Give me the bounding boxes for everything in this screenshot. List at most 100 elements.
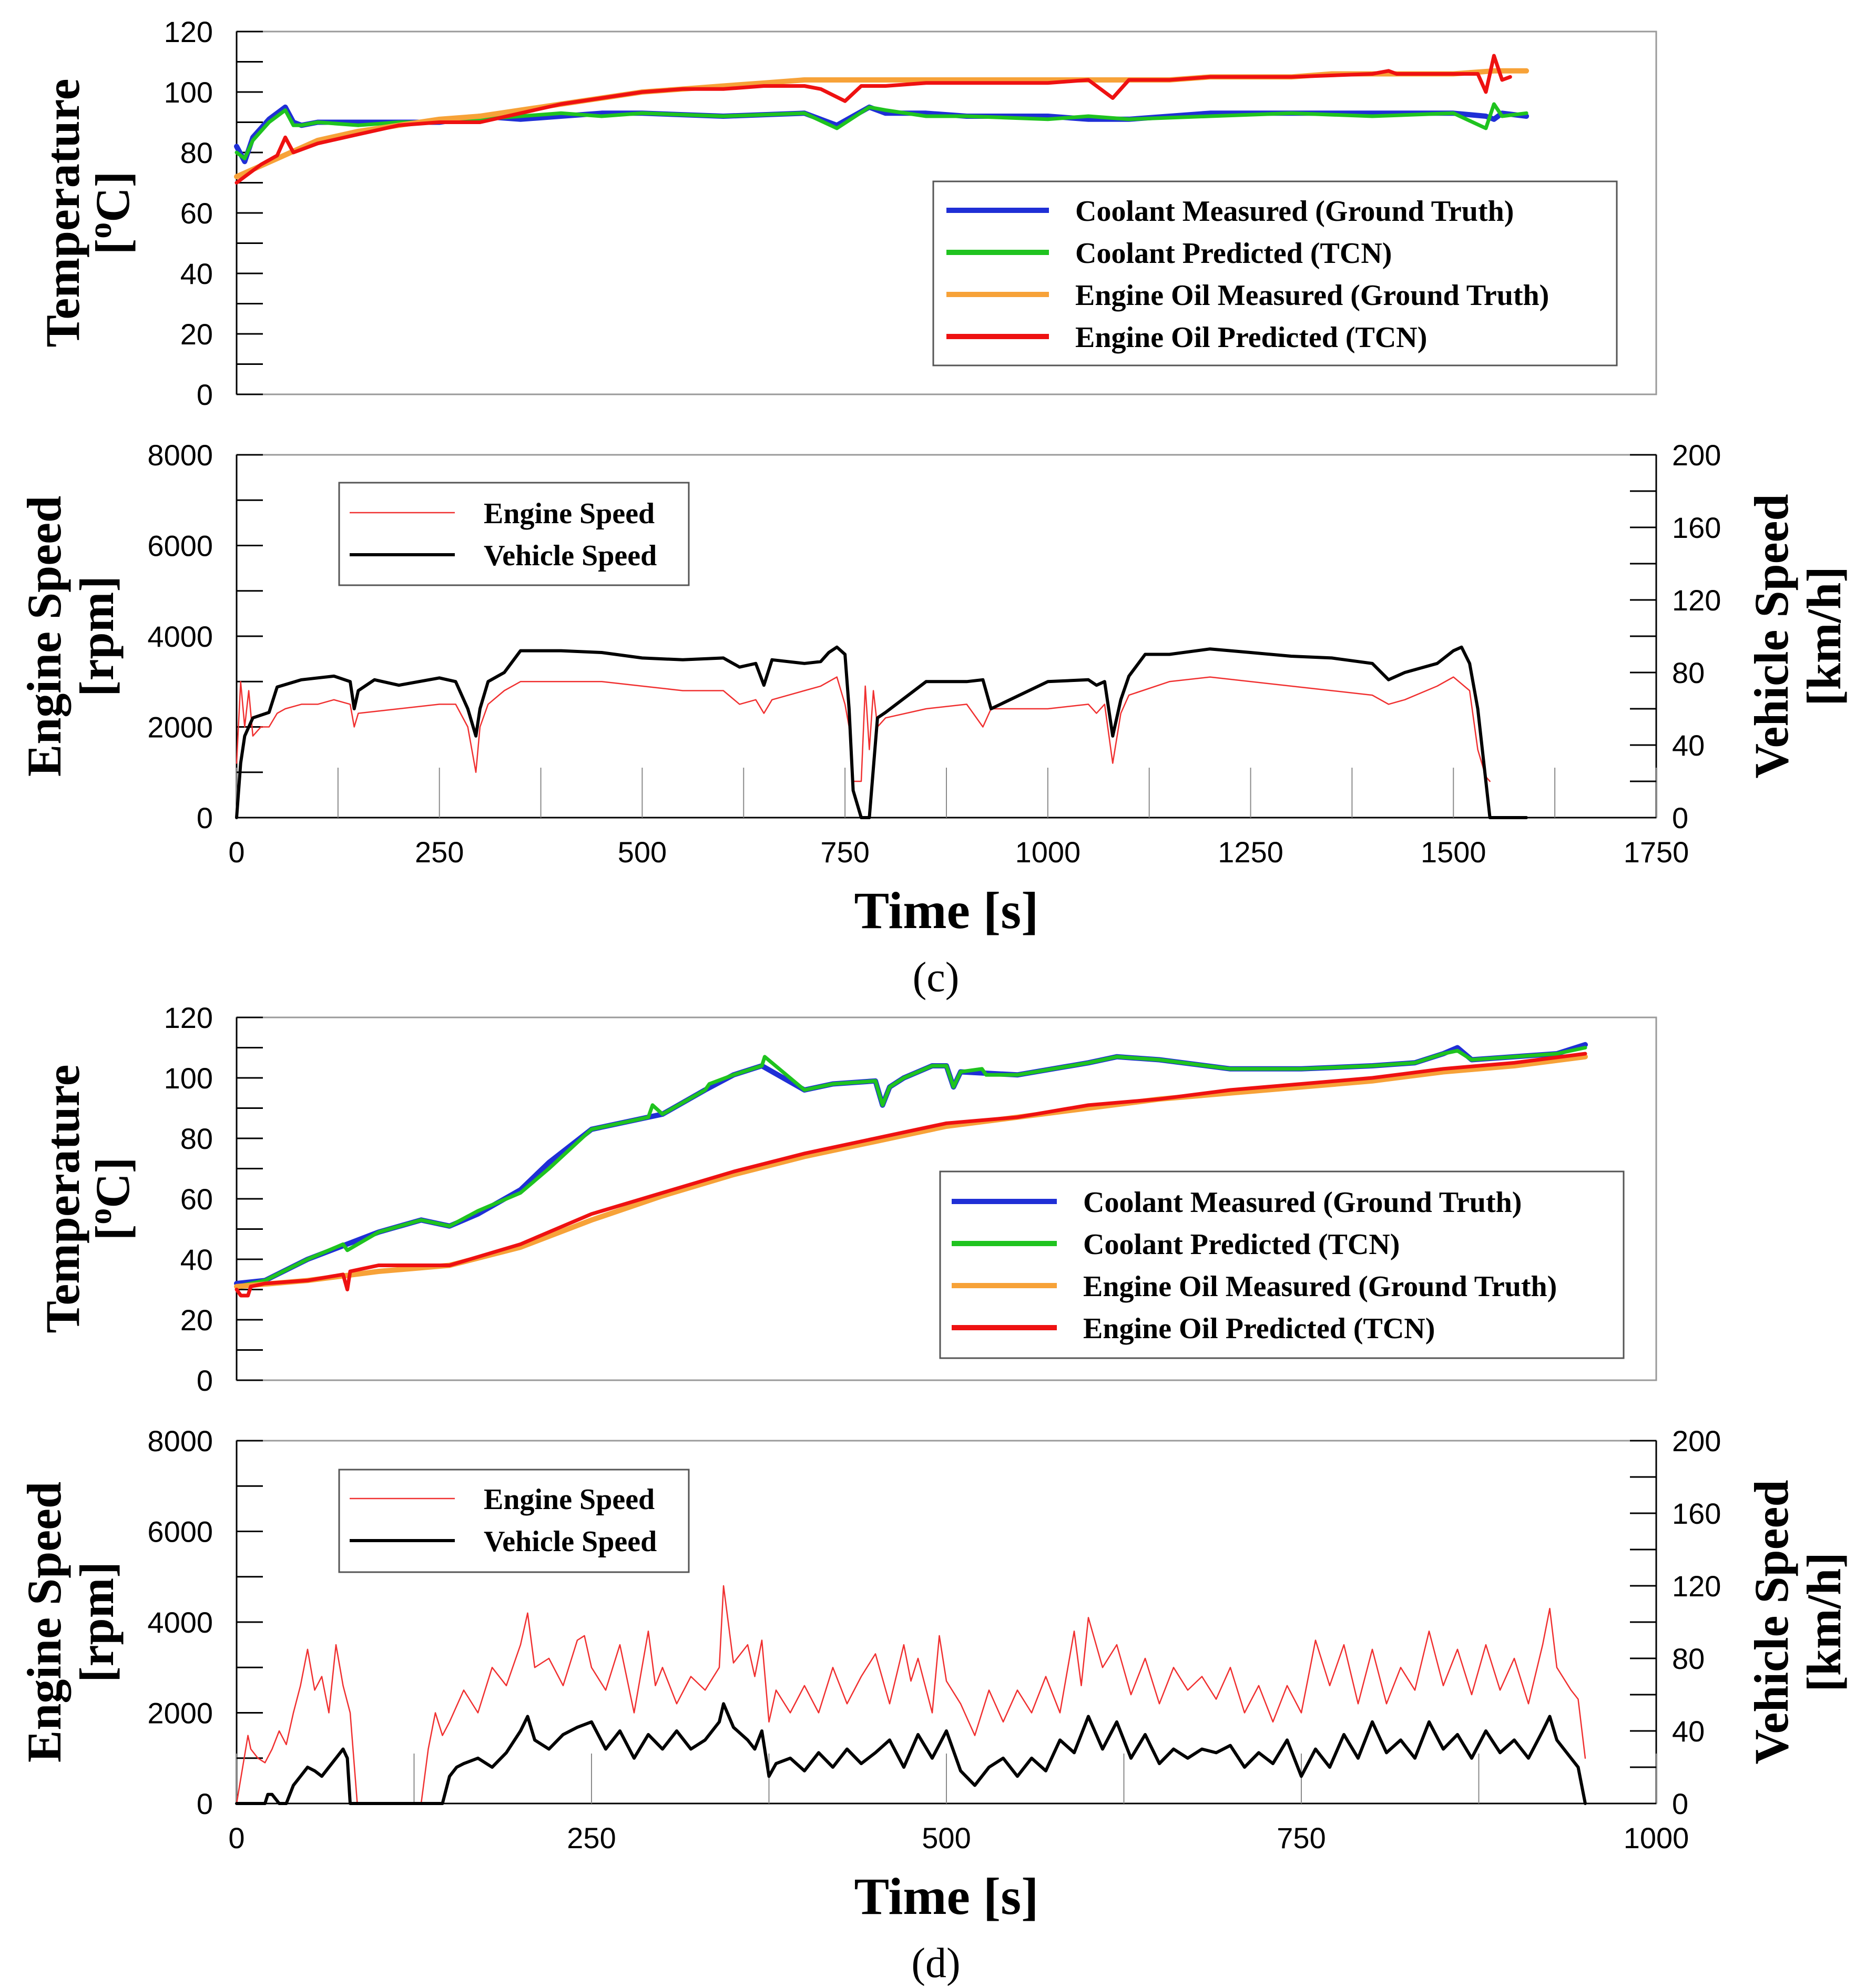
y-tick-label: 8000: [147, 1424, 213, 1458]
legend: Engine Speed Vehicle Speed: [338, 482, 690, 586]
series-engine-speed: [236, 676, 1491, 782]
y2-tick-label: 200: [1672, 1424, 1721, 1458]
y-tick-label: 100: [164, 76, 213, 109]
x-tick-label: 500: [618, 835, 667, 869]
y-tick-label: 120: [164, 1001, 213, 1034]
y-tick-label: 60: [180, 1183, 213, 1216]
x-axis-label: Time [s]: [854, 1867, 1039, 1925]
y2-tick-label: 0: [1672, 1787, 1688, 1820]
x-tick-label: 250: [567, 1821, 616, 1854]
series-layer: [234, 1042, 1588, 1298]
y-tick-label: 2000: [147, 711, 213, 744]
y2-tick-label: 80: [1672, 1642, 1705, 1675]
y-tick-label: 4000: [147, 620, 213, 653]
y-ticks: 0 2000 4000 6000 8000: [147, 1424, 263, 1820]
y-tick-label: 20: [180, 318, 213, 351]
y2-axis-unit: [km/h]: [1797, 1552, 1851, 1692]
y2-axis-unit: [km/h]: [1797, 566, 1851, 706]
y-axis-label: Engine Speed: [17, 1482, 71, 1762]
x-tick-label: 1250: [1218, 835, 1283, 869]
y2-tick-label: 40: [1672, 729, 1705, 762]
series-layer: [235, 1585, 1587, 1805]
x-tick-label: 1000: [1624, 1821, 1689, 1854]
y2-tick-label: 0: [1672, 801, 1688, 834]
y2-tick-label: 120: [1672, 1570, 1721, 1603]
chart-d-temperature: 0 20 40 60 80 100 120 Temperature [oC] Coolant…: [36, 1001, 1657, 1397]
legend: Coolant Measured (Ground Truth) Coolant …: [932, 180, 1618, 366]
chart-c-speed: 0 2000 4000 6000 8000 0 40 80 120 160 200 0 250 500…: [17, 439, 1851, 940]
x-gridlines: [236, 768, 1657, 818]
y-axis-unit: [rpm]: [70, 1562, 124, 1683]
legend-box: [338, 482, 690, 586]
panel-label-c: (c): [913, 954, 960, 1001]
y-axis-label: Temperature: [36, 1064, 89, 1333]
legend-label-engine-speed: Engine Speed: [484, 497, 655, 530]
y-tick-label: 2000: [147, 1697, 213, 1730]
legend-label-oil-predicted: Engine Oil Predicted (TCN): [1083, 1312, 1435, 1345]
legend-label-engine-speed: Engine Speed: [484, 1483, 655, 1516]
y-tick-label: 60: [180, 197, 213, 230]
x-ticks: 0 250 500 750 1000: [228, 1821, 1689, 1854]
y2-ticks: 0 40 80 120 160 200: [1630, 1424, 1721, 1820]
x-axis-label: Time [s]: [854, 881, 1039, 940]
y-tick-label: 0: [197, 801, 213, 834]
y-tick-label: 0: [197, 1787, 213, 1820]
y-tick-label: 120: [164, 15, 213, 48]
y2-axis-label: Vehicle Speed: [1745, 494, 1798, 779]
y2-axis-label: Vehicle Speed: [1745, 1480, 1798, 1765]
x-tick-label: 750: [820, 835, 869, 869]
legend: Coolant Measured (Ground Truth) Coolant …: [939, 1170, 1625, 1359]
x-tick-label: 500: [922, 1821, 971, 1854]
x-tick-label: 0: [228, 1821, 244, 1854]
y-axis-unit: [oC]: [83, 171, 139, 255]
series-engine-speed: [236, 1585, 1586, 1805]
series-layer: [235, 645, 1528, 819]
legend-label-vehicle-speed: Vehicle Speed: [484, 539, 657, 572]
x-tick-label: 0: [228, 835, 244, 869]
series-vehicle-speed: [235, 1702, 1587, 1805]
y-axis-unit: [rpm]: [70, 576, 124, 697]
panel-label-d: (d): [911, 1940, 960, 1986]
y-tick-label: 100: [164, 1062, 213, 1095]
y-tick-label: 20: [180, 1303, 213, 1337]
legend-label-coolant-predicted: Coolant Predicted (TCN): [1075, 237, 1392, 270]
x-tick-label: 750: [1277, 1821, 1326, 1854]
legend-label-coolant-predicted: Coolant Predicted (TCN): [1083, 1228, 1400, 1261]
series-coolant-predicted-tcn: [234, 1046, 1587, 1289]
series-vehicle-speed: [235, 645, 1528, 819]
y2-tick-label: 200: [1672, 439, 1721, 472]
y-ticks: 0 20 40 60 80 100 120: [164, 1001, 263, 1397]
y-tick-label: 40: [180, 1243, 213, 1276]
series-engine-oil-predicted-tcn: [234, 54, 1512, 185]
y-axis-unit: [oC]: [83, 1157, 139, 1241]
y2-tick-label: 160: [1672, 1497, 1721, 1530]
y-tick-label: 80: [180, 1122, 213, 1155]
legend-label-vehicle-speed: Vehicle Speed: [484, 1525, 657, 1558]
chart-c-temperature: 0 20 40 60 80 100 120 Temperature [oC] Coolant…: [36, 15, 1657, 411]
legend-label-oil-measured: Engine Oil Measured (Ground Truth): [1075, 279, 1549, 312]
y-ticks: 0 2000 4000 6000 8000: [147, 439, 263, 834]
y2-ticks: 0 40 80 120 160 200: [1630, 439, 1721, 834]
y2-tick-label: 160: [1672, 511, 1721, 544]
legend-label-coolant-measured: Coolant Measured (Ground Truth): [1075, 195, 1514, 228]
y2-tick-label: 40: [1672, 1715, 1705, 1748]
x-tick-label: 1000: [1015, 835, 1081, 869]
chart-d-speed: 0 2000 4000 6000 8000 0 40 80 120 160 200 0 250 500…: [17, 1424, 1851, 1925]
series-layer: [234, 54, 1530, 185]
y-axis-label: Temperature: [36, 78, 89, 347]
x-tick-label: 1750: [1624, 835, 1689, 869]
x-tick-label: 1500: [1421, 835, 1486, 869]
y2-tick-label: 80: [1672, 656, 1705, 689]
y-tick-label: 0: [197, 1364, 213, 1397]
y-axis-label: Engine Speed: [17, 496, 71, 777]
x-tick-label: 250: [415, 835, 464, 869]
legend-box: [338, 1469, 690, 1573]
legend-label-oil-measured: Engine Oil Measured (Ground Truth): [1083, 1270, 1557, 1303]
x-gridlines: [236, 1754, 1657, 1803]
y-tick-label: 6000: [147, 529, 213, 563]
y-tick-label: 8000: [147, 439, 213, 472]
legend-label-oil-predicted: Engine Oil Predicted (TCN): [1075, 321, 1427, 354]
y-tick-label: 6000: [147, 1515, 213, 1548]
series-coolant-predicted-tcn: [234, 102, 1528, 160]
